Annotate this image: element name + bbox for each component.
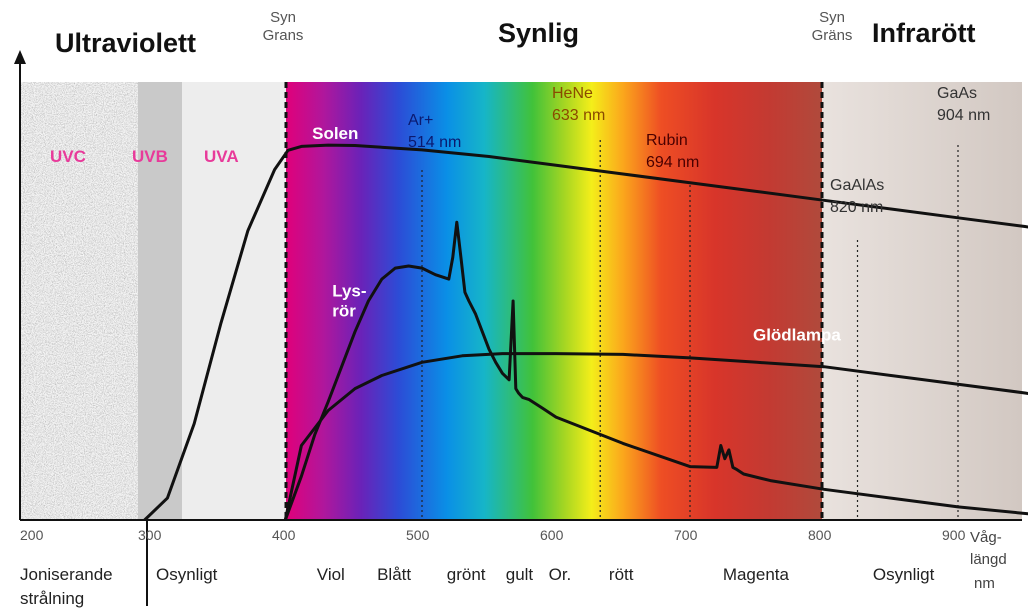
series-labels: Solen Lys-rör Glödlampa: [312, 124, 841, 344]
laser-lines: [421, 140, 959, 520]
series-line: [143, 143, 1028, 522]
band-label: Viol: [317, 565, 345, 584]
laser-name: GaAlAs: [830, 177, 884, 194]
uvc-label: UVC: [50, 147, 86, 166]
laser-wavelength: 633 nm: [552, 107, 605, 124]
band-label: Joniserande: [20, 565, 113, 584]
laser-name: GaAs: [937, 85, 977, 102]
x-tick-label: 200: [20, 527, 44, 543]
ionizing-region: [20, 82, 138, 520]
series-label: Lys-: [332, 282, 366, 301]
infrared-title: Infrarött: [872, 18, 976, 48]
x-tick-label: 600: [540, 527, 564, 543]
band-label: Or.: [549, 565, 572, 584]
band-label: strålning: [20, 589, 84, 608]
series-line: [283, 220, 1028, 521]
left-boundary-label-line2: Grans: [263, 27, 304, 44]
right-boundary-label-line2: Gräns: [812, 27, 853, 44]
series-label: Solen: [312, 124, 358, 143]
laser-labels: Ar+ 514 nm HeNe 633 nm Rubin 694 nm GaAlAs 820 …: [408, 85, 990, 216]
x-tick-label: 500: [406, 527, 430, 543]
laser-wavelength: 514 nm: [408, 134, 461, 151]
x-unit-line1: Våg-: [970, 529, 1002, 546]
y-axis-arrow: [14, 50, 26, 64]
band-label: Osynligt: [873, 565, 935, 584]
uva-region: [182, 82, 286, 520]
series-label: rör: [332, 302, 356, 321]
right-boundary-label-line1: Syn: [819, 9, 845, 26]
left-boundary-label-line1: Syn: [270, 9, 296, 26]
band-label: rött: [609, 565, 634, 584]
band-label: gult: [506, 565, 534, 584]
band-label: Blått: [377, 565, 411, 584]
visible-title: Synlig: [498, 18, 579, 48]
infrared-region: [822, 82, 1022, 520]
x-unit-line2: längd: [970, 551, 1007, 568]
x-tick-label: 700: [674, 527, 698, 543]
band-label: grönt: [447, 565, 486, 584]
ultraviolet-title: Ultraviolett: [55, 28, 196, 58]
band-label: Osynligt: [156, 565, 218, 584]
uvb-region: [138, 82, 182, 520]
x-unit-line3: nm: [974, 575, 995, 592]
laser-wavelength: 694 nm: [646, 154, 699, 171]
laser-wavelength: 904 nm: [937, 107, 990, 124]
band-labels: Joniserande strålning Osynligt Viol Blått grö…: [20, 565, 935, 608]
laser-name: Ar+: [408, 112, 433, 129]
uva-label: UVA: [204, 147, 239, 166]
series-label: Glödlampa: [753, 325, 841, 344]
curves: [143, 143, 1028, 522]
laser-name: Rubin: [646, 132, 688, 149]
series-line: [283, 352, 1028, 521]
background-regions: [20, 82, 1022, 520]
x-tick-label: 800: [808, 527, 832, 543]
x-tick-label: 400: [272, 527, 296, 543]
laser-wavelength: 820 nm: [830, 199, 883, 216]
x-tick-label: 900: [942, 527, 966, 543]
laser-name: HeNe: [552, 85, 593, 102]
x-ticks: 200 300 400 500 600 700 800 900: [20, 527, 966, 543]
band-label: Magenta: [723, 565, 790, 584]
x-tick-label: 300: [138, 527, 162, 543]
uvb-label: UVB: [132, 147, 168, 166]
visible-region: [286, 82, 822, 520]
